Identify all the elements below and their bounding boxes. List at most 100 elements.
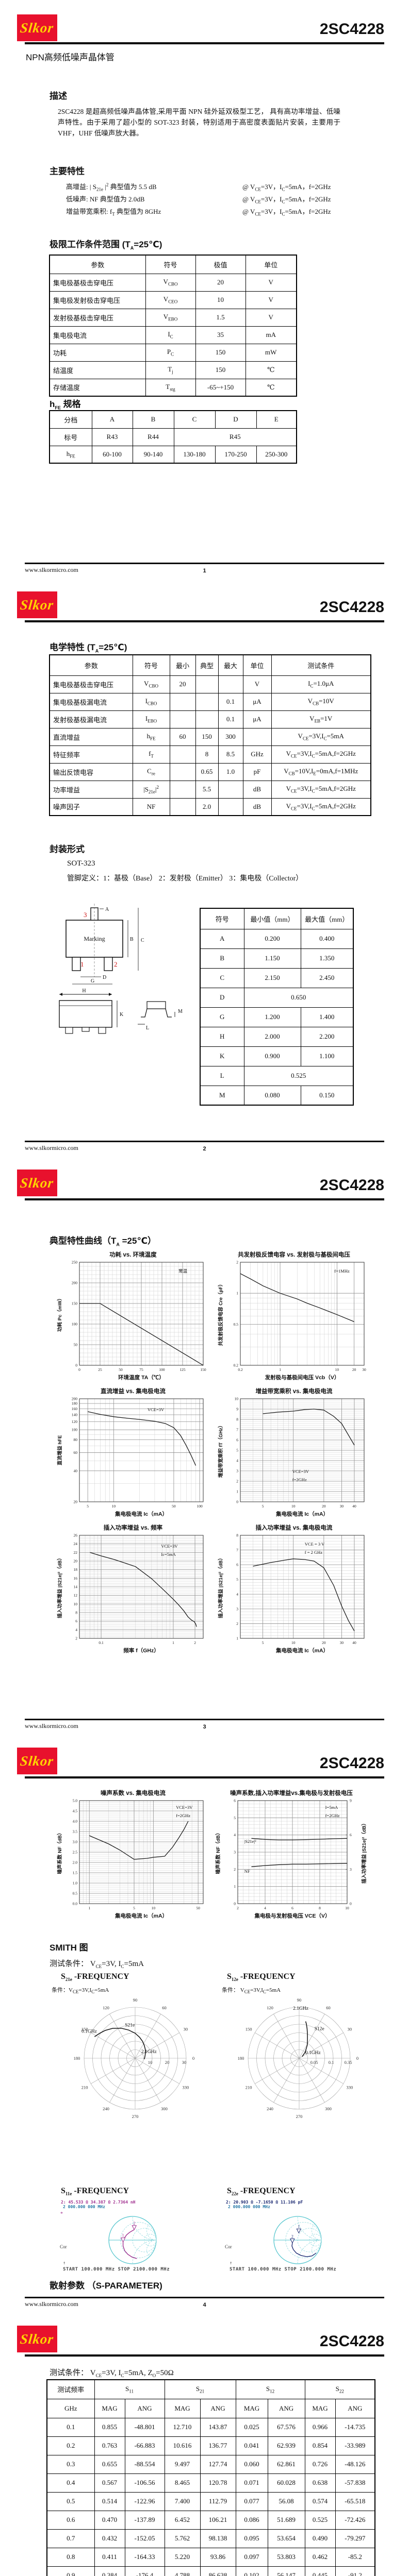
cell: 56.08 xyxy=(267,2492,305,2511)
svg-text:0.0: 0.0 xyxy=(73,1902,78,1906)
header-cell: S22 xyxy=(304,2379,375,2399)
header-cell: 最小值（mm） xyxy=(243,908,301,929)
page-3: Slkor 2SC4228 典型特性曲线（TA =25℃） 0 25 50 75 100… xyxy=(0,1156,409,1734)
cell: 集电极电流 xyxy=(49,326,146,344)
polar-angle-label: 120 xyxy=(267,2005,273,2010)
cell: 0.1 xyxy=(218,710,243,728)
svg-text:4.5: 4.5 xyxy=(73,1809,78,1814)
cell: 0.638 xyxy=(304,2473,336,2493)
header-cell: 典型 xyxy=(195,654,219,676)
polar-ring-label: 10 xyxy=(148,2060,153,2065)
cell: pF xyxy=(242,762,272,781)
chart-ylabel: 噪声系数 NF（dB） xyxy=(215,1831,221,1874)
cell: 150 xyxy=(195,361,246,379)
cell: VCB=10V xyxy=(271,692,371,711)
cell xyxy=(169,798,196,816)
svg-text:7: 7 xyxy=(236,1428,238,1432)
cell: 0.574 xyxy=(304,2492,336,2511)
svg-text:10: 10 xyxy=(112,1504,116,1509)
cell: 90-140 xyxy=(132,445,174,464)
polar-angle-label: 240 xyxy=(267,2106,273,2111)
svg-text:20: 20 xyxy=(322,1640,326,1645)
cell: 0.525 xyxy=(243,1065,354,1086)
cell: 10 xyxy=(195,291,246,309)
smith-cor-label: Cor xyxy=(60,2244,67,2249)
cell: 0.200 xyxy=(243,928,301,949)
cell: hFE xyxy=(49,445,92,464)
cell: 1.400 xyxy=(300,1007,354,1027)
chart-ylabel: 功耗 Pc（mW） xyxy=(57,1296,63,1332)
cell: 20 xyxy=(169,675,196,693)
svg-text:6: 6 xyxy=(75,1619,77,1623)
s11e-caption: START 100.000 MHz STOP 2100.000 MHz xyxy=(63,2267,170,2272)
svg-text:125: 125 xyxy=(179,1367,186,1372)
svg-text:0.5: 0.5 xyxy=(234,1322,239,1327)
cell: 存储温度 xyxy=(49,378,146,397)
slkor-logo: Slkor xyxy=(17,591,57,618)
chart-title: 直流增益 vs. 集电极电流 xyxy=(101,1387,166,1395)
polar-angle-label: 210 xyxy=(81,2085,88,2090)
logo-text: Slkor xyxy=(19,20,55,36)
polar-angle-label: 0 xyxy=(356,2056,358,2061)
cell: ICBO xyxy=(132,692,170,711)
polar-ring-label: 0.1 xyxy=(329,2060,334,2065)
cell: M xyxy=(200,1085,244,1106)
footer-page-number: 2 xyxy=(203,1146,206,1152)
header-cell: ANG xyxy=(124,2398,165,2418)
cell: 4.788 xyxy=(164,2566,201,2576)
header-cell: ANG xyxy=(267,2398,305,2418)
svg-text:20: 20 xyxy=(74,1500,78,1504)
cell: IEBO xyxy=(132,710,170,728)
cell: 0.470 xyxy=(94,2510,125,2530)
cell: -152.05 xyxy=(124,2529,165,2548)
svg-text:40: 40 xyxy=(352,1640,356,1645)
svg-text:60: 60 xyxy=(74,1450,78,1455)
cell xyxy=(169,780,196,799)
absolute-maximum-heading: 极限工作条件范围 (TA=25℃) xyxy=(50,240,162,251)
svg-text:2: 2 xyxy=(236,1479,238,1484)
cell: 0.041 xyxy=(235,2436,268,2455)
smith-s22e: 2: 20.903 Ω -7.1650 Ω 11.106 pF 2 000.000… xyxy=(223,2199,372,2266)
header-cell: S11 xyxy=(94,2379,165,2399)
polar-s12e: 0 30 60 90 120 150 180 210 240 270 300 330 0.05 0.1 0.… xyxy=(222,1992,377,2121)
cell: 标号 xyxy=(49,428,92,446)
cell: 0.445 xyxy=(304,2566,336,2576)
cell: 0.855 xyxy=(94,2417,125,2437)
cell: 结温度 xyxy=(49,361,146,379)
cell: 2.450 xyxy=(300,968,354,988)
svg-text:20: 20 xyxy=(322,1504,326,1509)
footer-url: www.slkormicro.com xyxy=(25,1722,78,1730)
cell: 60 xyxy=(169,727,196,746)
svg-text:1: 1 xyxy=(234,1884,236,1889)
cell: 0.411 xyxy=(94,2547,125,2567)
cell: -65~+150 xyxy=(195,378,246,397)
cell: 12.710 xyxy=(164,2417,201,2437)
cell: R45 xyxy=(173,428,297,446)
svg-text:100: 100 xyxy=(72,1428,78,1432)
svg-text:140: 140 xyxy=(72,1412,78,1417)
cell: 0.025 xyxy=(235,2417,268,2437)
cell: 0.095 xyxy=(235,2529,268,2548)
polar-angle-label: 150 xyxy=(81,2027,88,2032)
cell: B xyxy=(132,410,174,429)
svg-text:180: 180 xyxy=(72,1401,78,1406)
polar-ring-label: 0.05 xyxy=(310,2060,318,2065)
header-cell: 最小 xyxy=(169,654,196,676)
smith-frequency: 2 000.000 000 MHz xyxy=(63,2205,105,2209)
cell: 0.525 xyxy=(304,2510,336,2530)
cell xyxy=(218,798,243,816)
cell: 6.452 xyxy=(164,2510,201,2530)
sparam-heading: 散射参数 （S-PARAMETER) xyxy=(50,2281,162,2291)
cell: VEBO xyxy=(145,308,196,327)
cell: 0.567 xyxy=(94,2473,125,2493)
svg-text:7: 7 xyxy=(236,1548,238,1552)
footer-page-number: 3 xyxy=(203,1724,206,1730)
svg-text:250: 250 xyxy=(72,1260,78,1265)
logo-text: Slkor xyxy=(19,597,55,613)
slkor-logo: Slkor xyxy=(17,14,57,41)
chart-y2label: 插入功率增益 |S21e|²（dB） xyxy=(361,1821,367,1884)
cell: R44 xyxy=(132,428,174,446)
smith-test-condition: 测试条件： VCE=3V, IC=5mA xyxy=(50,1960,144,1969)
chart-title: 增益带宽乘积 vs. 集电极电流 xyxy=(256,1387,333,1395)
chart-hfe-vs-ic: 5 10 50 100 20 40 60 80 100 120 140 160 180 200 直流增益 v… xyxy=(56,1386,210,1519)
